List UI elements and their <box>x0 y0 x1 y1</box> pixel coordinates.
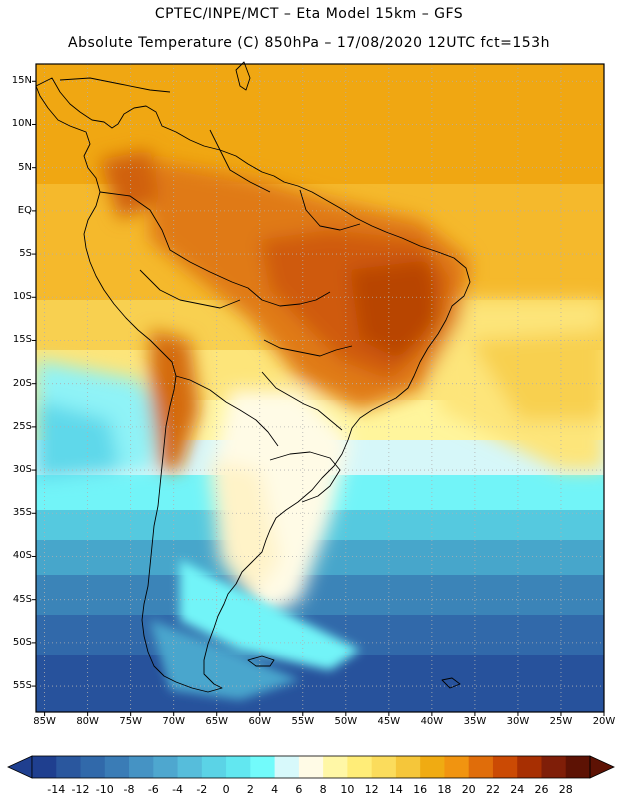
lon-label: 65W <box>205 716 229 727</box>
lat-label: 25S <box>12 420 32 432</box>
map-title-line-2: Absolute Temperature (C) 850hPa – 17/08/… <box>68 35 550 51</box>
colorbar-swatch <box>177 756 203 778</box>
colorbar-label: 20 <box>461 783 476 796</box>
colorbar-label: 26 <box>534 783 549 796</box>
colorbar-swatch <box>226 756 251 778</box>
colorbar-swatch <box>395 756 421 778</box>
colorbar-label: 28 <box>558 783 573 796</box>
colorbar-swatch <box>201 756 227 778</box>
lon-label: 85W <box>33 716 56 727</box>
colorbar-label: 12 <box>364 783 379 796</box>
lat-label: 5S <box>19 248 32 260</box>
colorbar-label: -6 <box>147 783 159 796</box>
lat-label: 30S <box>12 464 32 476</box>
lat-label: 40S <box>12 550 32 562</box>
colorbar-label: 10 <box>340 783 355 796</box>
colorbar-label: 0 <box>222 783 230 796</box>
colorbar-arrow-left <box>7 755 33 779</box>
lon-label: 45W <box>377 716 401 727</box>
lon-label: 30W <box>506 716 530 727</box>
lon-label: 55W <box>291 716 315 727</box>
colorbar-label: 4 <box>271 783 279 796</box>
colorbar-swatch <box>129 756 154 778</box>
lon-label: 25W <box>549 716 573 727</box>
color-scale-bar <box>7 755 615 779</box>
colorbar-swatch <box>420 756 445 778</box>
colorbar-swatch <box>517 756 542 778</box>
colorbar-swatch <box>444 756 470 778</box>
colorbar-swatch <box>153 756 179 778</box>
lon-label: 75W <box>119 716 142 727</box>
lat-label: 35S <box>12 507 32 519</box>
lon-label: 35W <box>463 716 487 727</box>
colorbar-swatch <box>32 756 57 778</box>
colorbar-label: 24 <box>510 783 525 796</box>
colorbar-label: -4 <box>172 783 184 796</box>
colorbar-label: 16 <box>413 783 428 796</box>
lat-label: 5N <box>18 161 32 173</box>
colorbar-swatch <box>347 756 373 778</box>
colorbar-swatch <box>323 756 348 778</box>
lat-label: 10S <box>12 291 32 303</box>
colorbar-swatch <box>541 756 567 778</box>
map-frame <box>35 63 605 713</box>
colorbar-label: 6 <box>295 783 303 796</box>
lon-label: 20W <box>592 716 616 727</box>
colorbar-label: 14 <box>388 783 403 796</box>
colorbar-swatch <box>371 756 397 778</box>
colorbar-label: -8 <box>123 783 135 796</box>
lat-label: 15S <box>12 334 32 346</box>
lat-label: 15N <box>11 75 32 87</box>
lat-label: 20S <box>12 377 32 389</box>
colorbar-label: 22 <box>485 783 500 796</box>
colorbar-swatch <box>565 756 591 778</box>
coastlines-and-borders <box>35 61 471 693</box>
colorbar-swatch <box>274 756 300 778</box>
lat-label: 50S <box>12 636 32 648</box>
colorbar-swatch <box>298 756 324 778</box>
colorbar-label: -14 <box>47 783 66 796</box>
colorbar-frame <box>31 755 591 779</box>
colorbar-label: 2 <box>246 783 254 796</box>
colorbar-arrow-right <box>589 755 615 779</box>
lon-label: 40W <box>420 716 444 727</box>
lat-label: 45S <box>12 593 32 605</box>
colorbar-label: -12 <box>71 783 90 796</box>
lon-label: 70W <box>162 716 185 727</box>
temperature-field <box>36 64 604 712</box>
lat-label: EQ <box>17 204 32 216</box>
colorbar-swatch <box>56 756 82 778</box>
lon-label: 80W <box>76 716 99 727</box>
lon-label: 60W <box>248 716 272 727</box>
colorbar-label: -2 <box>196 783 208 796</box>
lat-label: 55S <box>12 680 32 692</box>
colorbar-swatch <box>492 756 518 778</box>
colorbar-swatch <box>80 756 106 778</box>
colorbar-label: 8 <box>319 783 327 796</box>
map-title-line-1: CPTEC/INPE/MCT – Eta Model 15km – GFS <box>154 6 464 22</box>
colorbar-swatch <box>468 756 494 778</box>
lon-label: 50W <box>334 716 358 727</box>
colorbar-swatch <box>104 756 130 778</box>
colorbar-label: 18 <box>437 783 452 796</box>
lat-label: 10N <box>11 118 32 130</box>
colorbar-swatch <box>250 756 276 778</box>
colorbar-label: -10 <box>95 783 114 796</box>
